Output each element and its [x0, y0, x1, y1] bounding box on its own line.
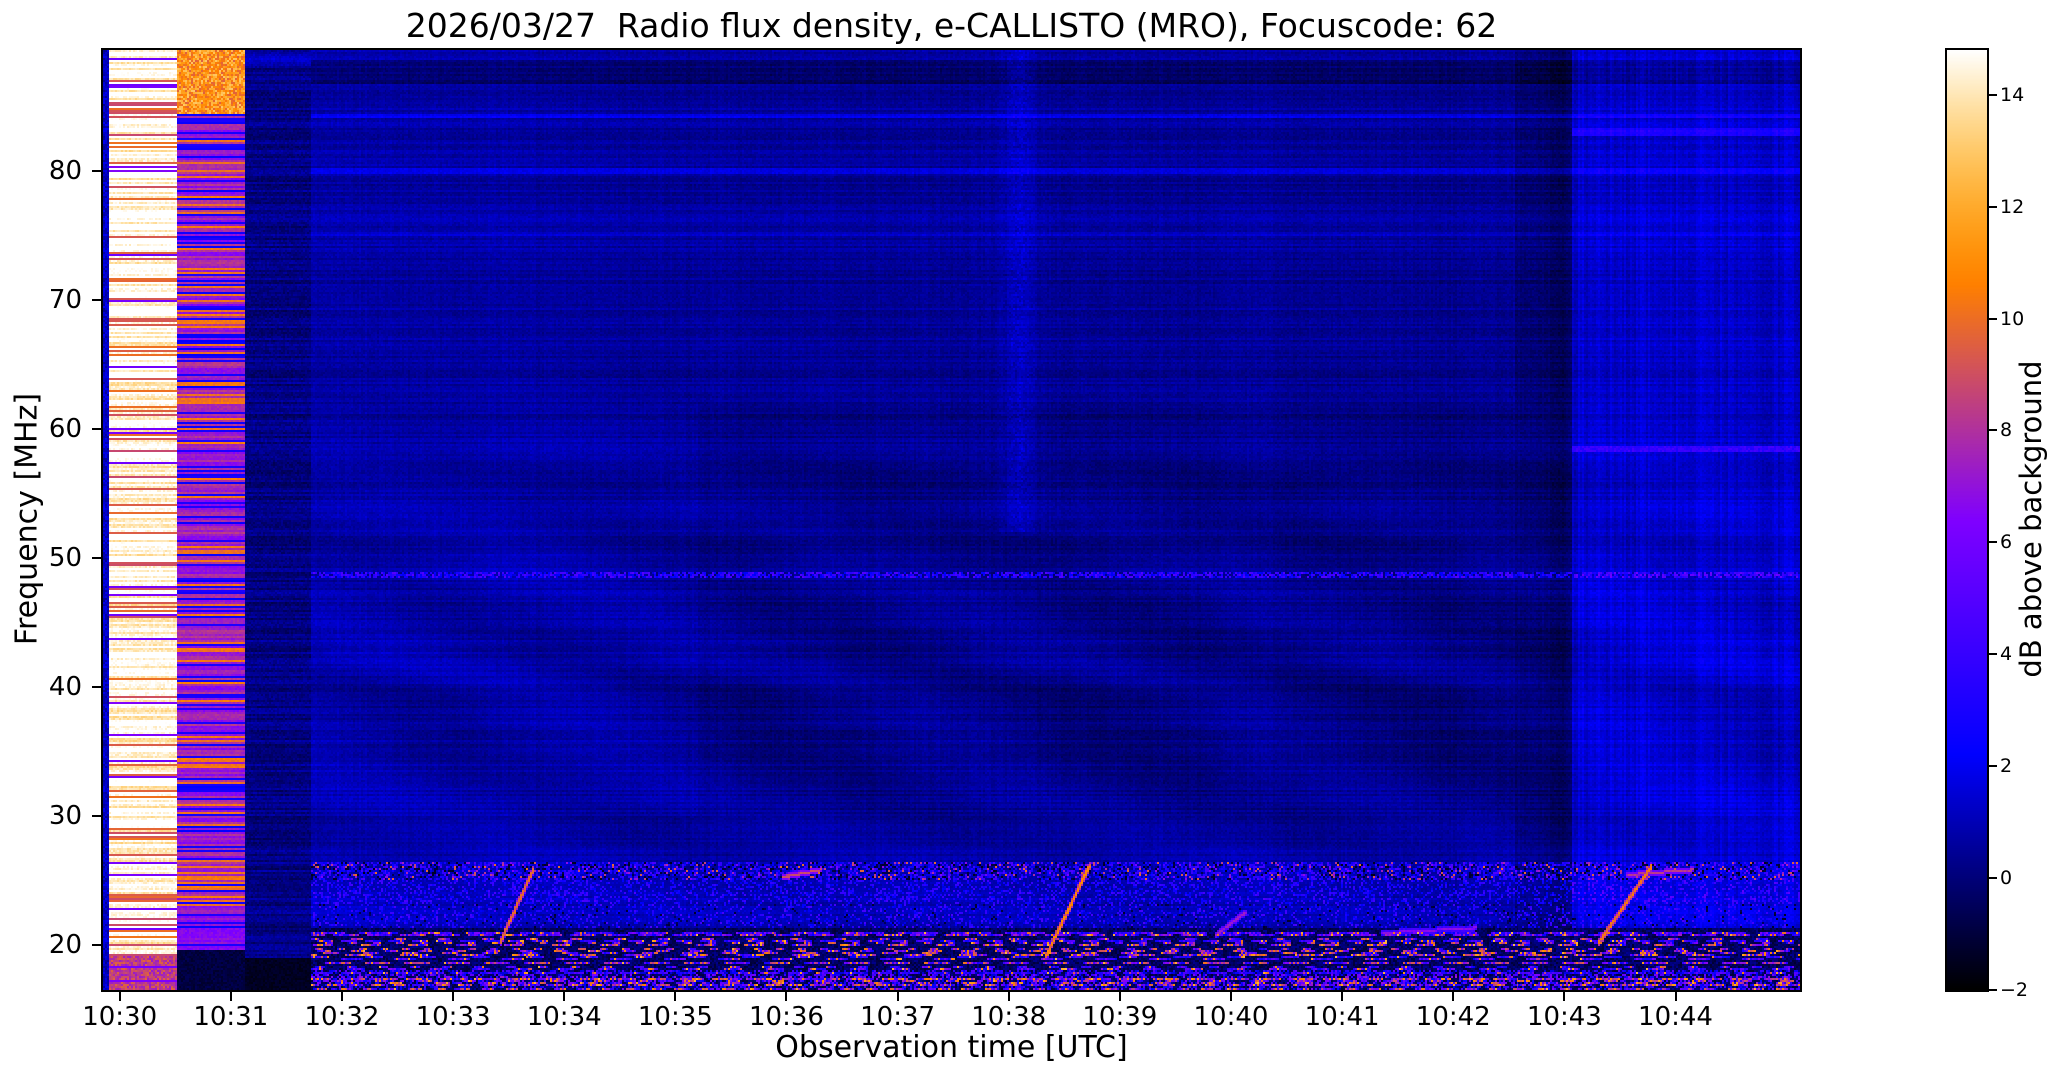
colorbar-tick-mark [1989, 877, 1997, 880]
y-tick-mark [92, 299, 101, 302]
y-tick-mark [92, 685, 101, 688]
x-tick-mark [896, 992, 899, 1001]
x-tick-label: 10:30 [82, 1002, 158, 1032]
colorbar-tick-label: 8 [2000, 419, 2013, 442]
colorbar-tick-label: 0 [2000, 867, 2013, 890]
y-tick-mark [92, 814, 101, 817]
y-tick-mark [92, 943, 101, 946]
x-tick-mark [1341, 992, 1344, 1001]
y-tick-label: 30 [48, 800, 82, 831]
colorbar-tick-label: 10 [2000, 307, 2025, 330]
colorbar-frame [1945, 48, 1989, 992]
x-tick-label: 10:36 [748, 1002, 824, 1032]
y-tick-label: 40 [48, 671, 82, 702]
x-tick-mark [1007, 992, 1010, 1001]
x-tick-mark [452, 992, 455, 1001]
x-tick-mark [1229, 992, 1232, 1001]
x-tick-mark [340, 992, 343, 1001]
colorbar-tick-mark [1989, 989, 1997, 991]
x-tick-mark [229, 992, 232, 1001]
colorbar-tick-mark [1989, 205, 1997, 208]
colorbar-tick-label: 14 [2000, 83, 2025, 106]
x-tick-mark [1674, 992, 1677, 1001]
y-tick-label: 80 [48, 156, 82, 187]
colorbar-gradient [1947, 50, 1987, 990]
x-tick-mark [118, 992, 121, 1001]
x-tick-label: 10:42 [1415, 1002, 1491, 1032]
x-tick-label: 10:39 [1082, 1002, 1158, 1032]
y-tick-label: 70 [48, 285, 82, 316]
x-tick-label: 10:44 [1638, 1002, 1713, 1032]
x-tick-mark [674, 992, 677, 1001]
chart-title: 2026/03/27 Radio flux density, e-CALLIST… [405, 6, 1498, 45]
y-tick-mark [92, 170, 101, 173]
colorbar-tick-label: 4 [2000, 643, 2013, 666]
x-tick-mark [1118, 992, 1121, 1001]
colorbar-tick-mark [1989, 429, 1997, 432]
colorbar-tick-mark [1989, 541, 1997, 544]
colorbar-tick-label: 6 [2000, 531, 2013, 554]
y-tick-label: 60 [48, 414, 82, 445]
colorbar-tick-mark [1989, 93, 1997, 96]
colorbar-tick-label: −2 [2000, 979, 2029, 1001]
x-tick-label: 10:37 [860, 1002, 936, 1032]
x-tick-label: 10:38 [971, 1002, 1047, 1032]
x-tick-mark [1563, 992, 1566, 1001]
spectrogram-heatmap [103, 50, 1800, 990]
x-tick-label: 10:40 [1193, 1002, 1269, 1032]
x-tick-label: 10:35 [637, 1002, 713, 1032]
x-tick-mark [785, 992, 788, 1001]
plot-area-frame [101, 48, 1802, 992]
x-tick-label: 10:32 [304, 1002, 380, 1032]
y-tick-label: 20 [48, 929, 82, 960]
y-tick-label: 50 [48, 543, 82, 574]
x-tick-label: 10:34 [526, 1002, 602, 1032]
colorbar-tick-label: 12 [2000, 195, 2025, 218]
y-tick-mark [92, 557, 101, 560]
x-tick-mark [1452, 992, 1455, 1001]
colorbar-tick-mark [1989, 765, 1997, 768]
y-tick-mark [92, 428, 101, 431]
x-tick-label: 10:41 [1304, 1002, 1380, 1032]
x-tick-label: 10:33 [415, 1002, 491, 1032]
colorbar-tick-mark [1989, 653, 1997, 656]
x-tick-label: 10:43 [1526, 1002, 1602, 1032]
colorbar-label: dB above background [2014, 360, 2047, 678]
colorbar-tick-mark [1989, 317, 1997, 320]
colorbar-tick-label: 2 [2000, 755, 2013, 778]
x-tick-label: 10:31 [193, 1002, 269, 1032]
x-axis-label: Observation time [UTC] [775, 1030, 1128, 1065]
x-tick-mark [563, 992, 566, 1001]
